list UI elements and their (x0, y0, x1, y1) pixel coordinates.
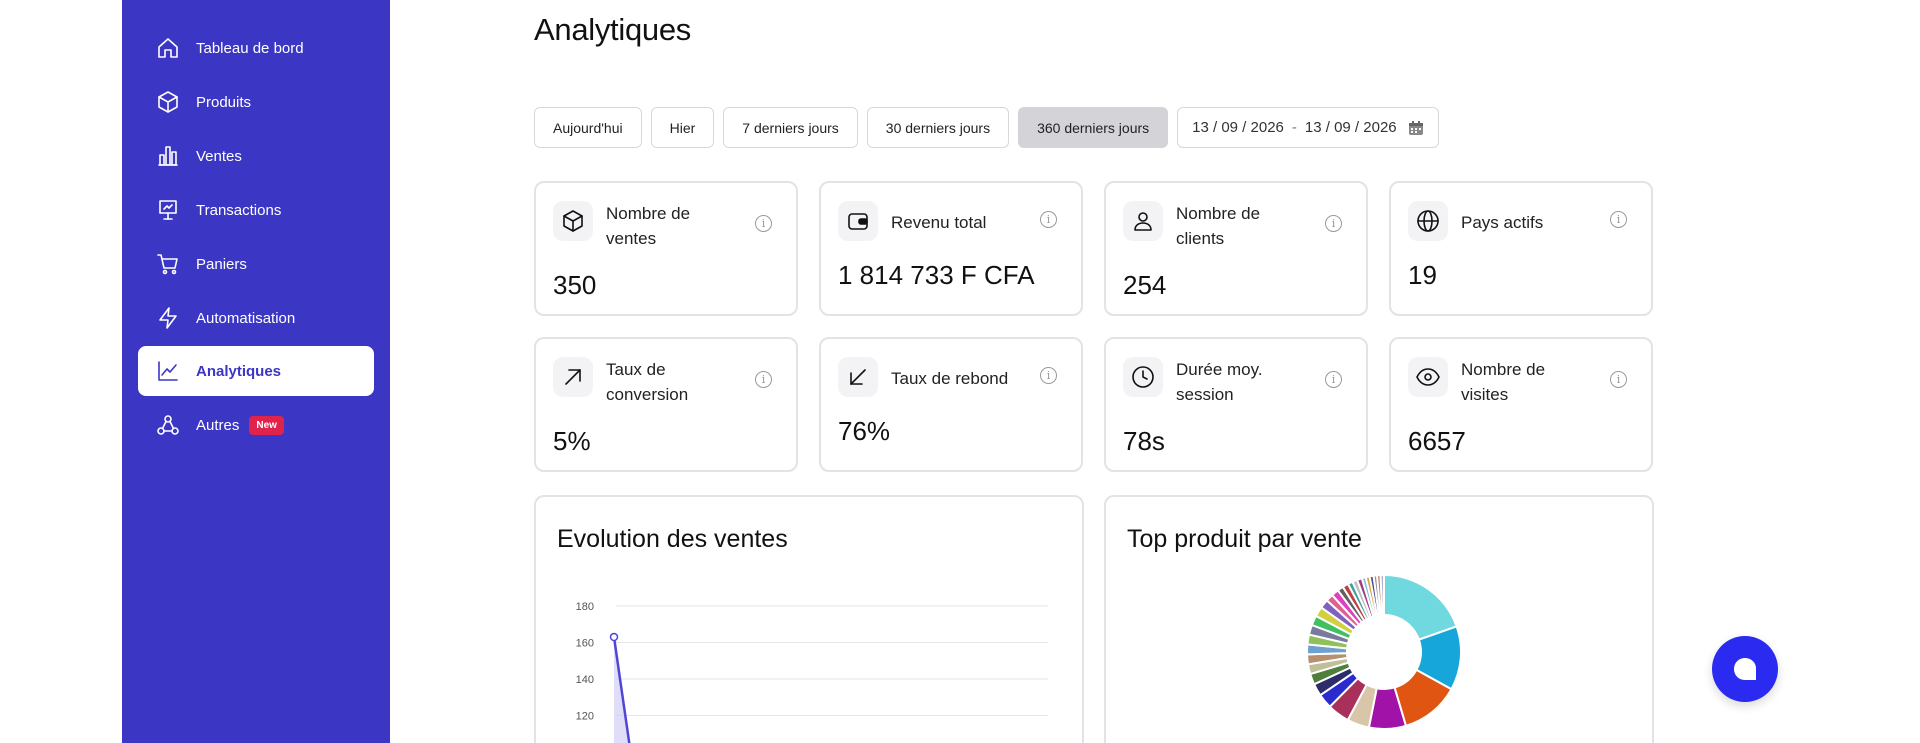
panel-title: Evolution des ventes (557, 525, 788, 553)
arrow-down-left-icon (838, 357, 878, 397)
stat-value: 6657 (1408, 426, 1466, 456)
stat-value: 1 814 733 F CFA (838, 260, 1035, 290)
stat-value: 78s (1123, 426, 1165, 456)
globe-icon (1408, 201, 1448, 241)
stat-label: Revenu total (891, 213, 987, 232)
filter-7-days-button[interactable]: 7 derniers jours (723, 107, 858, 148)
stat-card-total-revenue: Revenu total i 1 814 733 F CFA (819, 181, 1083, 316)
sidebar-item-label: Tableau de bord (196, 39, 304, 57)
lightning-icon (156, 306, 180, 330)
stat-card-bounce-rate: Taux de rebond i 76% (819, 337, 1083, 472)
sidebar-item-automatisation[interactable]: Automatisation (138, 293, 374, 343)
y-tick-label: 160 (576, 638, 594, 650)
date-filter-bar: Aujourd'hui Hier 7 derniers jours 30 der… (534, 107, 1440, 148)
date-end: 13 / 09 / 2026 (1304, 119, 1397, 136)
stat-label: Nombre de ventes (606, 204, 691, 248)
date-separator: - (1291, 119, 1297, 136)
sidebar: Tableau de bord Produits Ventes Transact… (122, 0, 390, 743)
stat-label: Durée moy. session (1176, 360, 1263, 404)
stat-value: 19 (1408, 260, 1437, 290)
stat-card-session-duration: Durée moy. session i 78s (1104, 337, 1368, 472)
info-icon[interactable]: i (1325, 215, 1342, 232)
sidebar-item-label: Automatisation (196, 309, 296, 327)
cart-icon (156, 252, 180, 276)
y-tick-label: 120 (576, 711, 594, 723)
sidebar-item-label: Produits (196, 93, 252, 111)
sidebar-item-label: Paniers (196, 255, 247, 273)
page-title: Analytiques (534, 12, 691, 47)
filter-360-days-button[interactable]: 360 derniers jours (1018, 107, 1169, 148)
chat-button[interactable] (1712, 636, 1778, 702)
nodes-icon (156, 413, 180, 437)
eye-icon (1408, 357, 1448, 397)
sidebar-item-analytiques[interactable]: Analytiques (138, 346, 374, 396)
sidebar-item-tableau-de-bord[interactable]: Tableau de bord (138, 23, 374, 73)
series-line (612, 636, 631, 743)
sidebar-item-paniers[interactable]: Paniers (138, 239, 374, 289)
info-icon[interactable]: i (1040, 211, 1057, 228)
info-icon[interactable]: i (1610, 211, 1627, 228)
stat-card-visits-count: Nombre de visites i 6657 (1389, 337, 1653, 472)
stat-card-sales-count: Nombre de ventes i 350 (534, 181, 798, 316)
y-tick-label: 140 (576, 674, 594, 686)
home-icon (156, 36, 180, 60)
filter-yesterday-button[interactable]: Hier (650, 107, 715, 148)
calendar-icon[interactable] (1408, 120, 1424, 136)
sales-line-chart: 180160140120100 (576, 601, 1048, 743)
user-icon (1123, 201, 1163, 241)
date-start: 13 / 09 / 2026 (1192, 119, 1284, 136)
bar-chart-icon (156, 144, 180, 168)
stat-label: Pays actifs (1461, 213, 1544, 232)
sidebar-item-label: Ventes (196, 147, 242, 165)
sidebar-item-autres[interactable]: Autres New (138, 400, 374, 450)
stat-label: Nombre de clients (1176, 204, 1261, 248)
box-icon (553, 201, 593, 241)
stat-value: 350 (553, 270, 597, 300)
sidebar-item-produits[interactable]: Produits (138, 77, 374, 127)
info-icon[interactable]: i (755, 215, 772, 232)
info-icon[interactable]: i (755, 371, 772, 388)
filter-30-days-button[interactable]: 30 derniers jours (866, 107, 1010, 148)
wallet-icon (838, 201, 878, 241)
panel-title: Top produit par vente (1127, 525, 1362, 553)
stat-value: 5% (553, 426, 591, 456)
arrow-up-right-icon (553, 357, 593, 397)
stat-card-clients-count: Nombre de clients i 254 (1104, 181, 1368, 316)
line-chart-icon (156, 359, 180, 383)
sidebar-item-label: Transactions (196, 201, 282, 219)
info-icon[interactable]: i (1325, 371, 1342, 388)
stat-label: Nombre de visites (1461, 360, 1546, 404)
info-icon[interactable]: i (1610, 371, 1627, 388)
sidebar-item-label: Analytiques (196, 362, 282, 380)
stat-value: 254 (1123, 270, 1167, 300)
filter-today-button[interactable]: Aujourd'hui (534, 107, 642, 148)
stat-label: Taux de rebond (891, 369, 1009, 388)
pie-slice (1379, 573, 1385, 617)
sidebar-item-ventes[interactable]: Ventes (138, 131, 374, 181)
sidebar-item-label: Autres (196, 416, 240, 434)
chat-bubble-icon (1734, 658, 1756, 680)
stat-card-conversion-rate: Taux de conversion i 5% (534, 337, 798, 472)
data-point (609, 632, 619, 642)
stat-label: Taux de conversion (606, 360, 689, 404)
sidebar-item-transactions[interactable]: Transactions (138, 185, 374, 235)
stat-card-active-countries: Pays actifs i 19 (1389, 181, 1653, 316)
top-product-panel: Top produit par vente (1104, 495, 1654, 743)
stat-value: 76% (838, 416, 891, 446)
box-icon (156, 90, 180, 114)
new-badge: New (249, 415, 284, 435)
date-range-picker[interactable]: 13 / 09 / 2026 - 13 / 09 / 2026 (1177, 107, 1440, 148)
receipt-icon (156, 198, 180, 222)
sales-evolution-panel: Evolution des ventes 180160140120100 (534, 495, 1084, 743)
info-icon[interactable]: i (1040, 367, 1057, 384)
top-product-donut-chart (1306, 573, 1462, 730)
y-tick-label: 180 (576, 601, 594, 613)
clock-icon (1123, 357, 1163, 397)
